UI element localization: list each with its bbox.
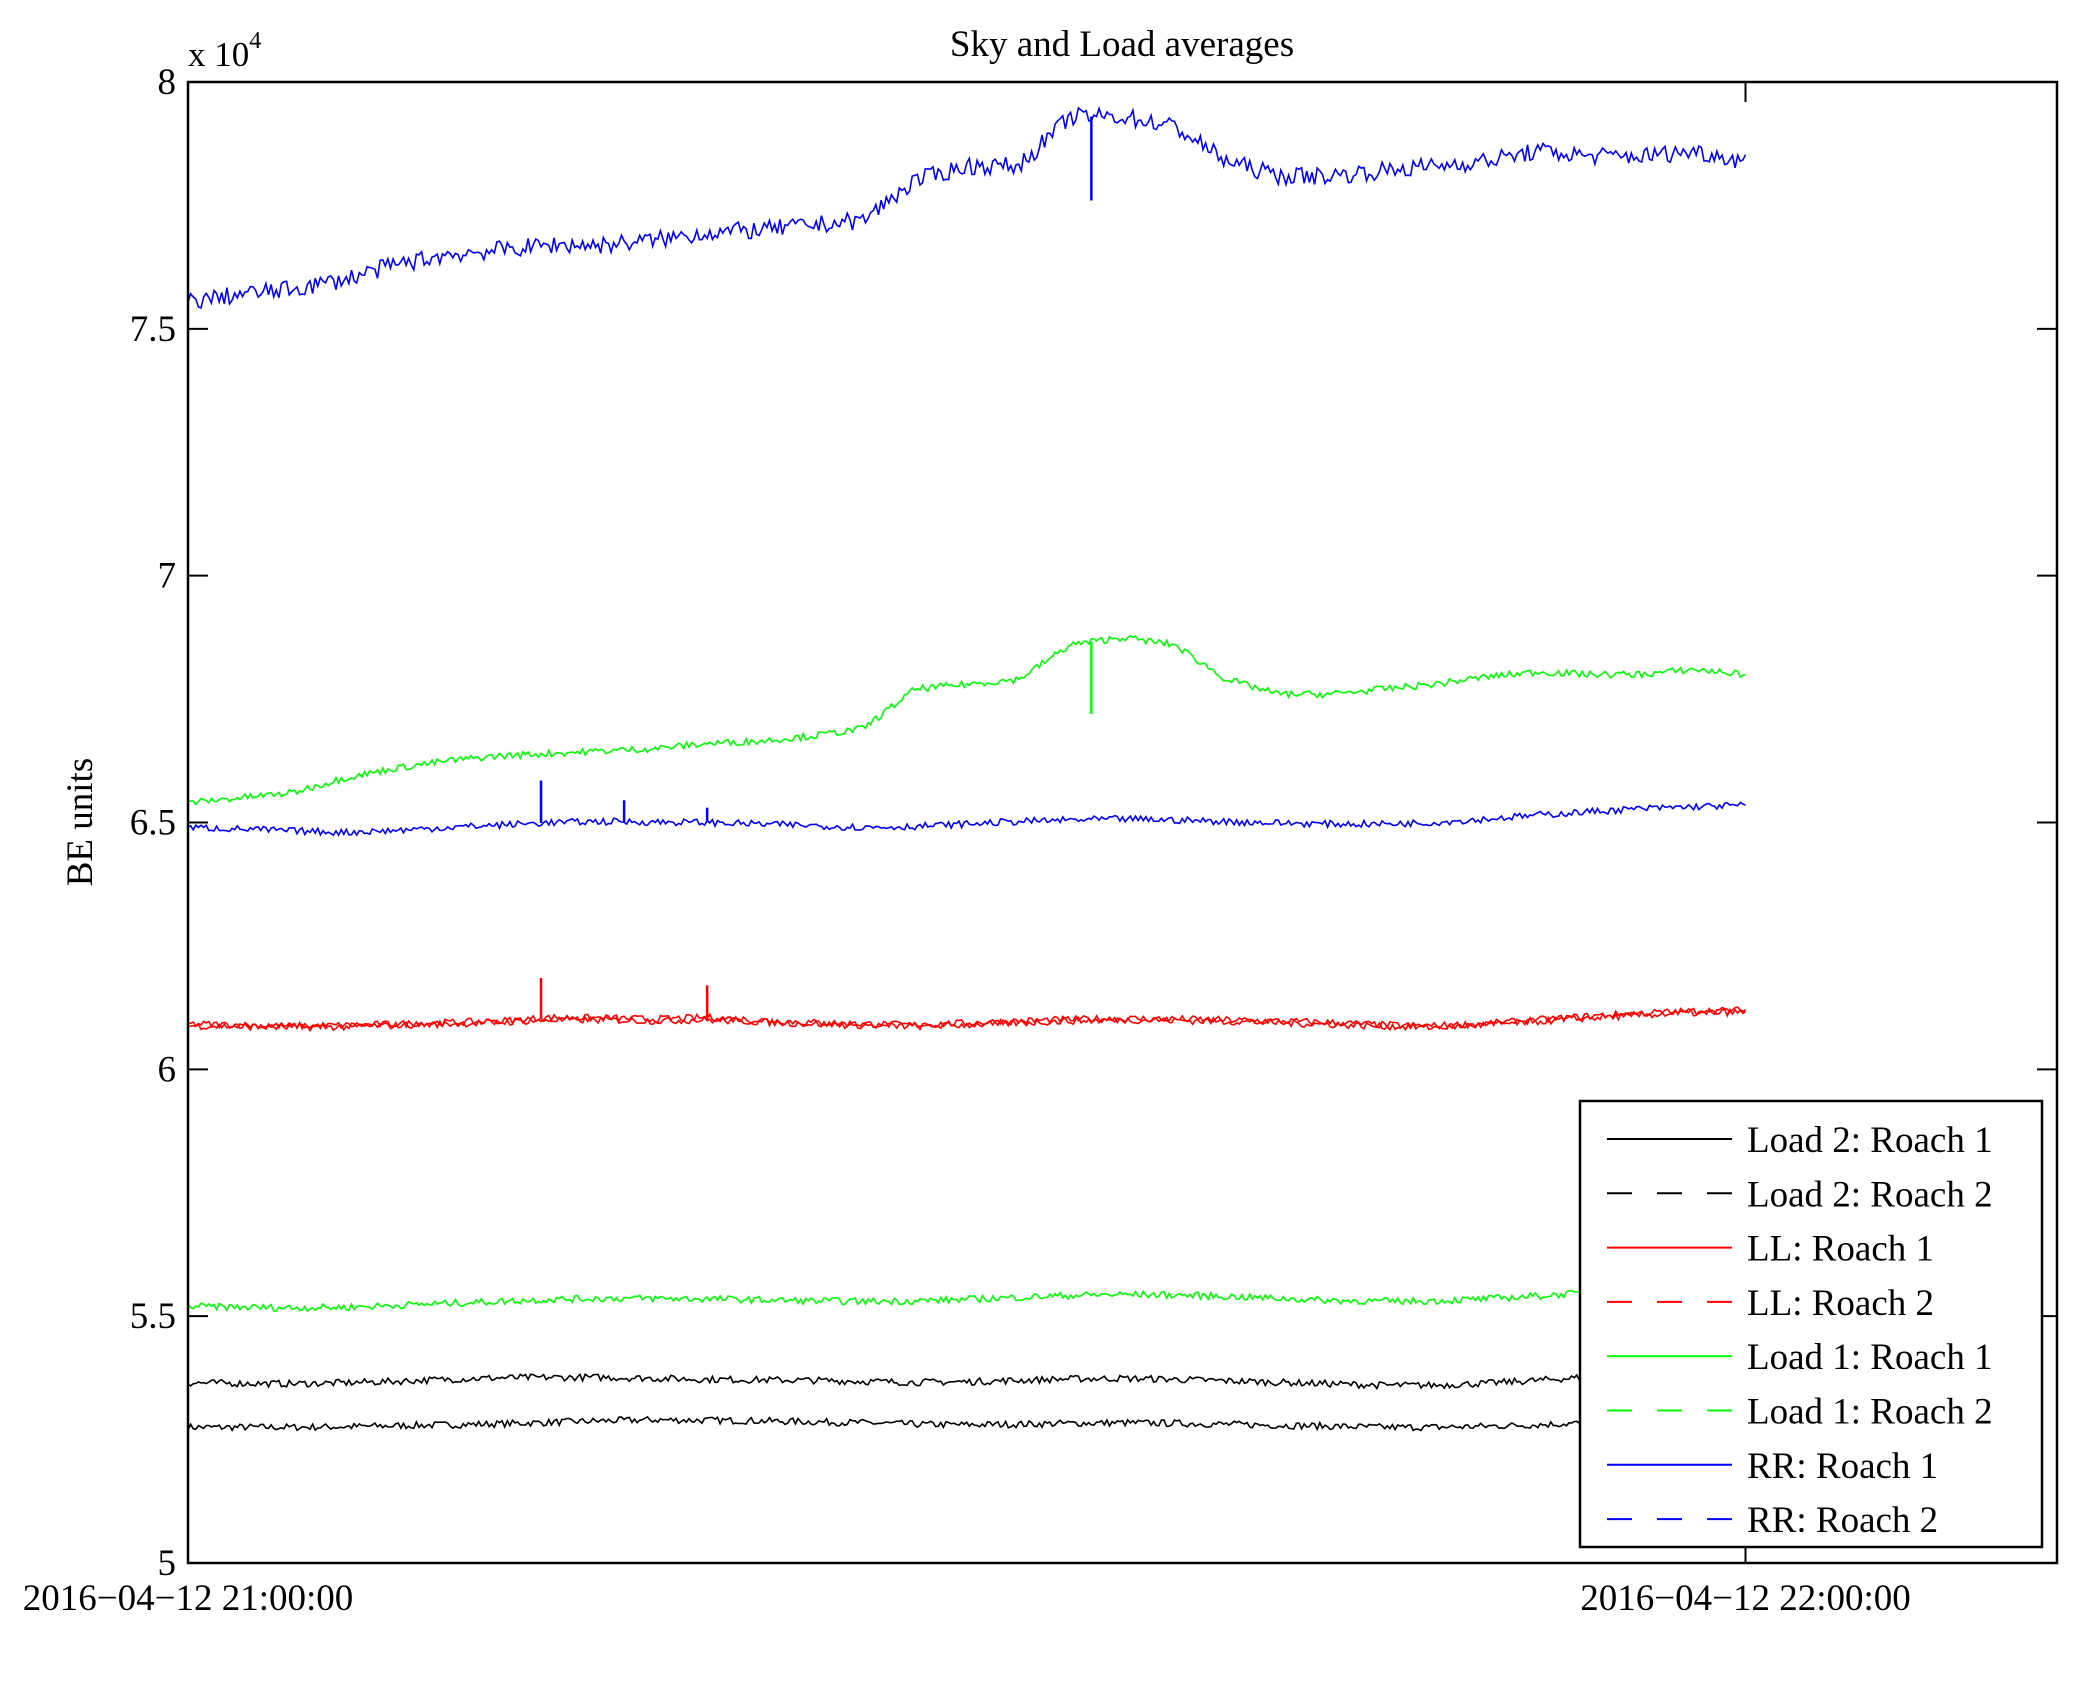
y-multiplier-base: x 10 [188, 35, 249, 74]
series-line-6 [187, 801, 1746, 837]
series-line-2 [187, 1006, 1747, 1031]
legend-item: RR: Roach 1 [1607, 1446, 1938, 1487]
chart-title: Sky and Load averages [950, 24, 1294, 65]
y-tick-label: 8 [158, 62, 177, 103]
series-line-7 [187, 105, 1747, 309]
legend-label: RR: Roach 2 [1747, 1500, 1938, 1541]
series-line-1 [187, 1369, 1746, 1391]
y-multiplier-exponent: 4 [249, 28, 261, 54]
y-tick-label: 6 [158, 1049, 177, 1090]
legend-label: Load 2: Roach 1 [1747, 1120, 1993, 1161]
legend-item: Load 1: Roach 1 [1607, 1337, 1993, 1378]
y-tick-label: 5.5 [130, 1296, 176, 1337]
series-line-0 [187, 1415, 1746, 1432]
x-tick-label: 2016−04−12 22:00:00 [1580, 1578, 1911, 1619]
legend-item: LL: Roach 1 [1607, 1229, 1934, 1270]
y-multiplier: x 104 [188, 28, 261, 74]
y-tick-label: 7 [158, 556, 177, 597]
legend-label: Load 1: Roach 2 [1747, 1392, 1993, 1433]
axis-ticks: 5 5.5 6 6.5 7 7.5 8 2016−04−12 21:00:00 2016−04−… [23, 62, 2057, 1619]
legend-label: RR: Roach 1 [1747, 1446, 1938, 1487]
legend: Load 2: Roach 1 Load 2: Roach 2 LL: Roach … [1578, 1099, 2044, 1549]
legend-item: Load 2: Roach 2 [1607, 1174, 1993, 1215]
legend-label: Load 2: Roach 2 [1747, 1174, 1993, 1215]
legend-label: Load 1: Roach 1 [1747, 1337, 1993, 1378]
legend-item: Load 1: Roach 2 [1607, 1392, 1993, 1433]
y-tick-label: 5 [158, 1543, 177, 1584]
x-tick-label: 2016−04−12 21:00:00 [23, 1578, 354, 1619]
series-line-4 [187, 1283, 1747, 1313]
plot-lines [187, 105, 1747, 1432]
legend-item: RR: Roach 2 [1607, 1500, 1938, 1541]
legend-label: LL: Roach 2 [1747, 1283, 1934, 1324]
series-line-3 [187, 1007, 1747, 1033]
legend-item: Load 2: Roach 1 [1607, 1120, 1993, 1161]
y-tick-label: 7.5 [130, 309, 176, 350]
y-tick-label: 6.5 [130, 803, 176, 844]
legend-label: LL: Roach 1 [1747, 1229, 1934, 1270]
series-line-5 [187, 634, 1746, 806]
legend-item: LL: Roach 2 [1607, 1283, 1934, 1324]
y-axis-label: BE units [60, 758, 101, 887]
legend-box [1578, 1099, 2044, 1549]
